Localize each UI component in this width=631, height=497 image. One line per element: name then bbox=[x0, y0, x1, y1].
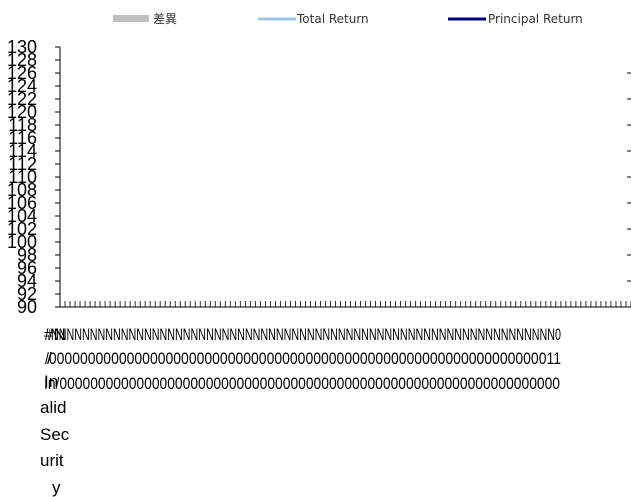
y-tick-label: 102 bbox=[7, 219, 37, 239]
x-tick-label-line: In bbox=[44, 372, 58, 391]
x-tick-label-row: /000000000000000000000000000000000000000… bbox=[45, 349, 561, 368]
y-tick-label: 90 bbox=[17, 297, 37, 317]
legend-swatch-diff bbox=[113, 15, 149, 22]
y-tick-label: 104 bbox=[7, 206, 37, 226]
y-tick-label: 124 bbox=[7, 76, 37, 96]
x-tick-label-row: #NNNNNNNNNNNNNNNNNNNNNNNNNNNNNNNNNNNNNNN… bbox=[45, 325, 561, 344]
y-tick-label: 118 bbox=[8, 115, 37, 135]
x-tick-label-first: #N / In alid Sec urit y bbox=[40, 325, 70, 497]
x-tick-label-line: Sec bbox=[40, 425, 70, 444]
y-tick-label: 98 bbox=[17, 245, 37, 265]
y-axis-ticks: 1301281261241221201181161141121101081061… bbox=[7, 37, 60, 317]
x-tick-label-line: urit bbox=[40, 451, 64, 470]
legend-label-diff: 差異 bbox=[153, 12, 177, 26]
legend-item-total-return[interactable]: Total Return bbox=[258, 12, 369, 26]
x-tick-label-line: #N bbox=[44, 325, 66, 344]
y-tick-label: 130 bbox=[7, 37, 37, 57]
y-tick-label: 122 bbox=[7, 89, 37, 109]
x-axis-ticks bbox=[59, 301, 631, 307]
y-tick-label: 128 bbox=[7, 50, 37, 70]
y-tick-label: 110 bbox=[8, 167, 37, 187]
x-axis-labels: #N / In alid Sec urit y #NNNNNNNNNNNNNNNNNNNNN… bbox=[40, 325, 561, 497]
y-axis-right-ticks bbox=[627, 72, 631, 282]
x-tick-label-line: alid bbox=[40, 398, 66, 417]
legend-item-principal-return[interactable]: Principal Return bbox=[448, 12, 583, 26]
x-tick-label-line: y bbox=[52, 478, 61, 497]
legend-label-principal-return: Principal Return bbox=[488, 12, 583, 26]
plot-area: 1301281261241221201181161141121101081061… bbox=[7, 37, 631, 317]
x-tick-labels-overlapping: #NNNNNNNNNNNNNNNNNNNNNNNNNNNNNNNNNNNNNNN… bbox=[44, 325, 561, 393]
y-tick-label: 116 bbox=[8, 128, 37, 148]
y-tick-label: 92 bbox=[17, 284, 37, 304]
y-tick-label: 108 bbox=[7, 180, 37, 200]
legend: 差異 Total Return Principal Return bbox=[113, 12, 583, 26]
legend-label-total-return: Total Return bbox=[296, 12, 369, 26]
x-tick-label-line: / bbox=[47, 349, 52, 368]
x-tick-label-row: In/0000000000000000000000000000000000000… bbox=[44, 374, 560, 393]
y-tick-label: 106 bbox=[7, 193, 37, 213]
y-tick-label: 96 bbox=[17, 258, 37, 278]
y-tick-label: 126 bbox=[7, 63, 37, 83]
y-tick-label: 94 bbox=[17, 271, 37, 291]
y-tick-label: 100 bbox=[7, 232, 37, 252]
y-tick-label: 120 bbox=[7, 102, 37, 122]
legend-item-diff[interactable]: 差異 bbox=[113, 12, 177, 26]
y-tick-label: 114 bbox=[8, 141, 37, 161]
y-tick-label: 112 bbox=[8, 154, 37, 174]
